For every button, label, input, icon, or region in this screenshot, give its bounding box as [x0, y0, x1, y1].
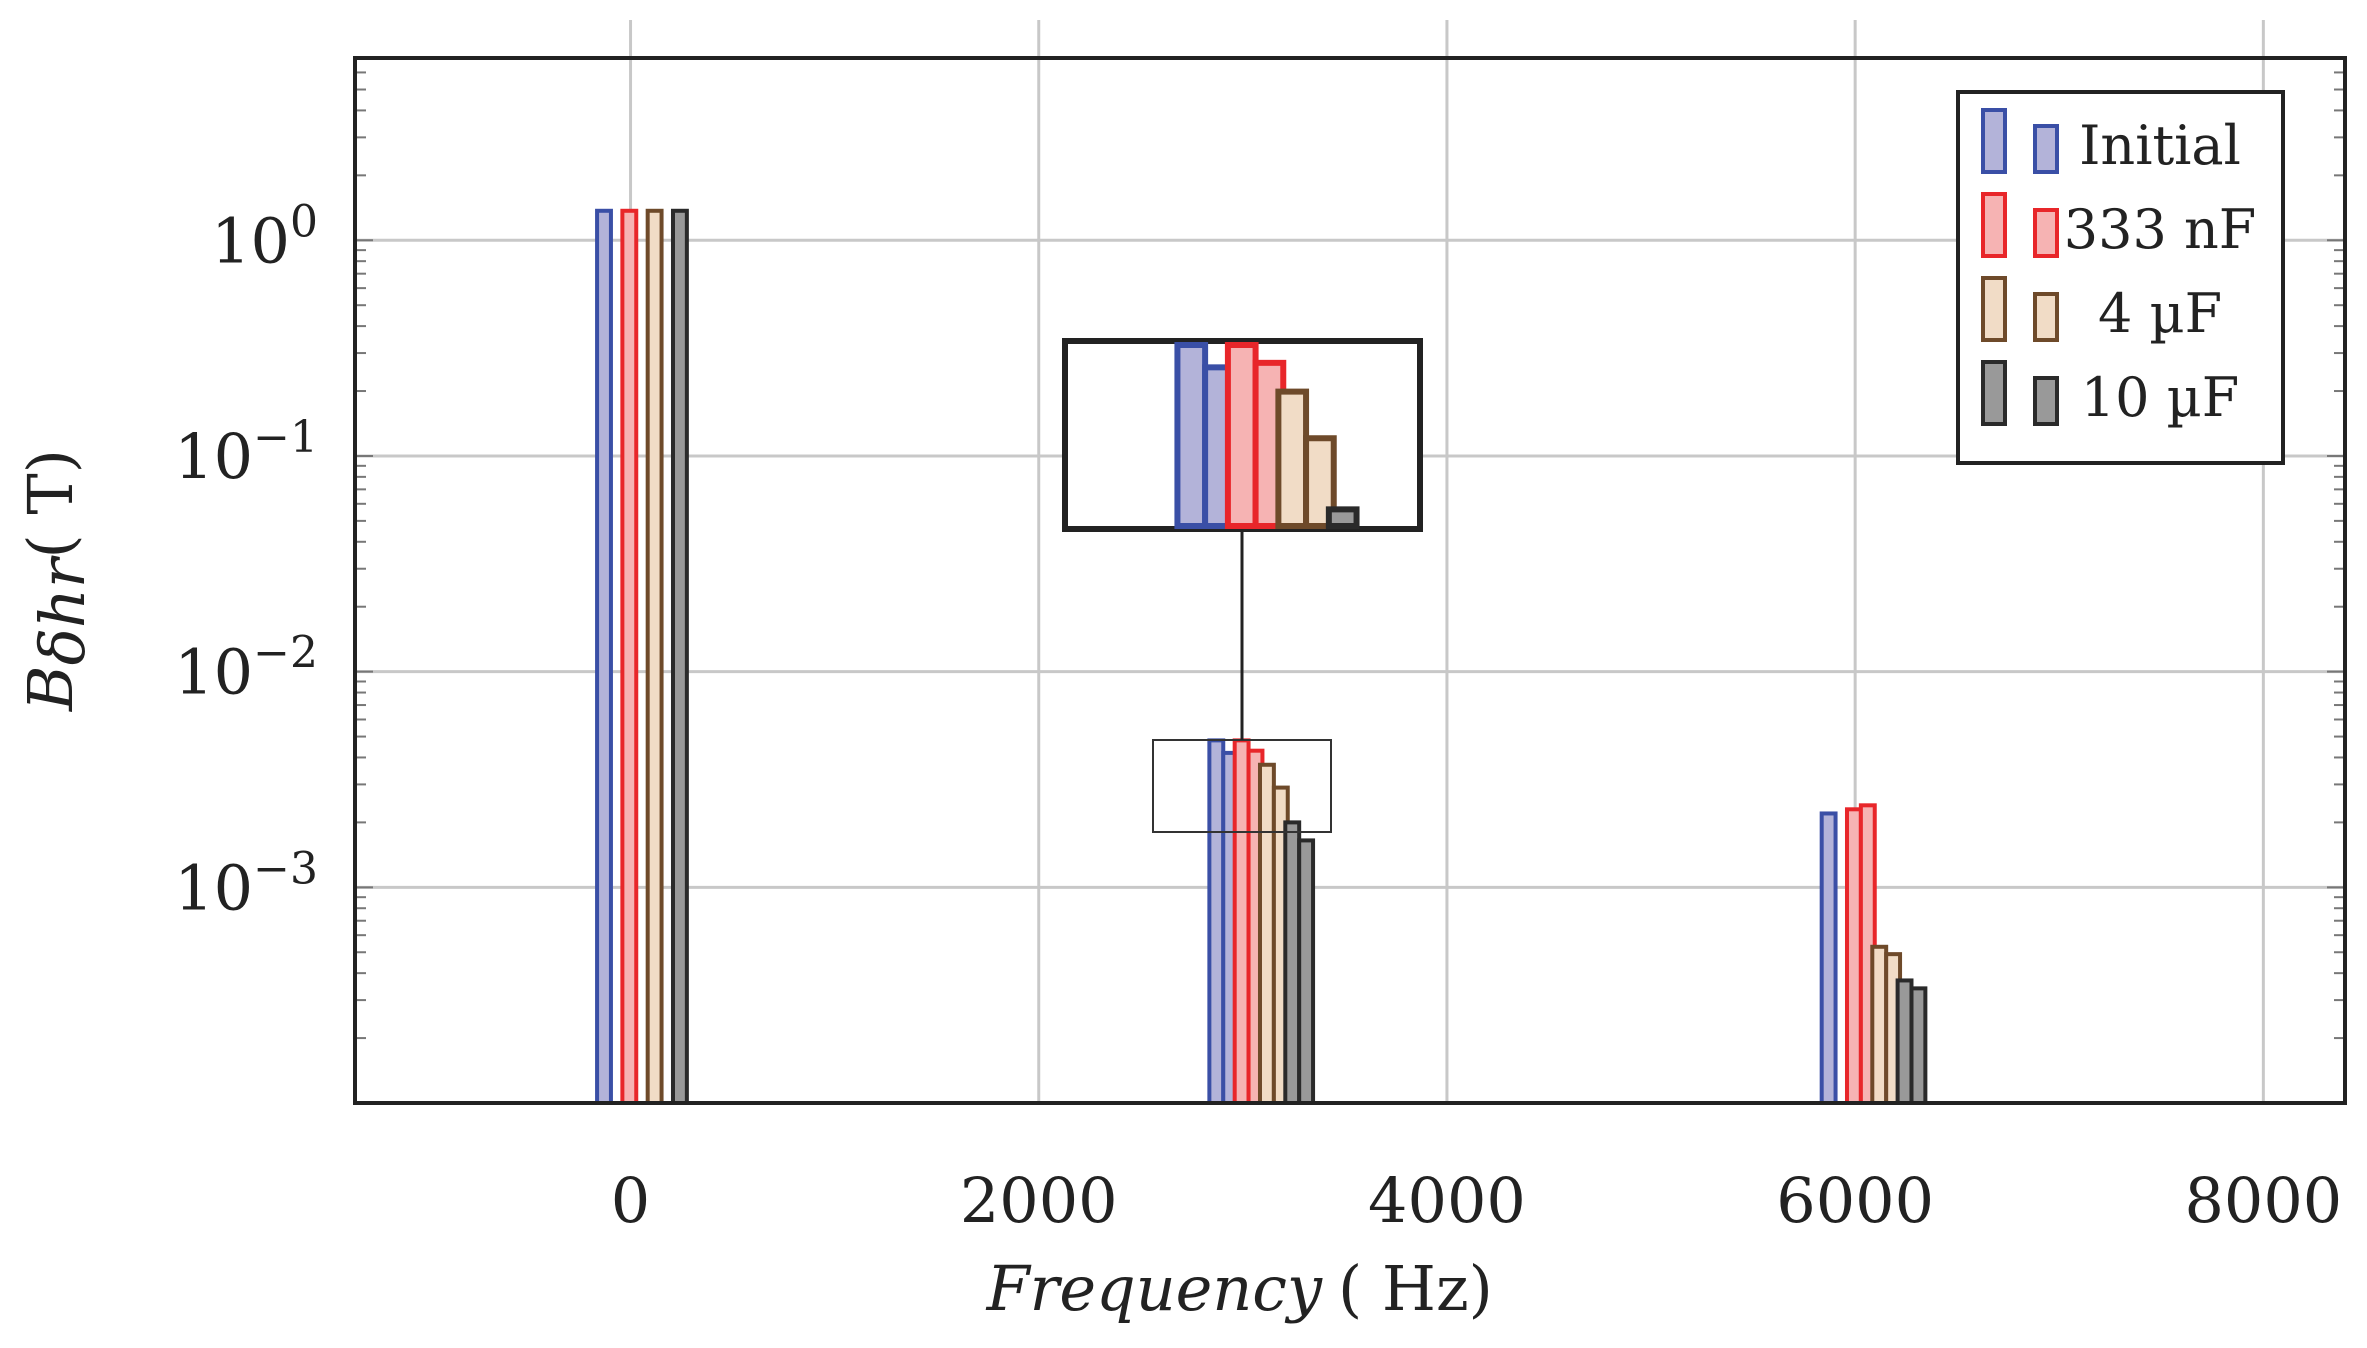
y-axis-label: Bδhr( T) — [14, 449, 99, 712]
bar-10-f — [1895, 978, 1914, 1105]
legend-swatch — [2033, 208, 2059, 258]
legend-swatch — [2033, 292, 2059, 342]
y-tick-labels: 100 10−1 10−2 10−3 — [174, 196, 318, 924]
legend-swatch — [2033, 124, 2059, 174]
bar-333-nf — [620, 208, 639, 1106]
x-tick-label: 0 — [611, 1164, 650, 1237]
legend-label: 333 nF — [2064, 198, 2256, 261]
bar-4-f — [1870, 944, 1889, 1105]
legend: Initial 333 nF 4 µF 10 µF — [1956, 90, 2285, 465]
bar-initial — [1819, 811, 1838, 1105]
y-tick-label: 10−3 — [174, 843, 318, 924]
y-tick-label: 10−2 — [174, 628, 318, 709]
zoom-inset-bars — [1174, 342, 1360, 530]
bar-10-f — [1909, 986, 1928, 1106]
inset-bar-initial — [1174, 342, 1209, 529]
x-tick-label: 4000 — [1368, 1164, 1526, 1237]
bar-4-f — [645, 208, 664, 1106]
y-axis-label-symbol: B — [14, 665, 87, 712]
bar-4-f — [1257, 762, 1276, 1106]
y-tick-label: 100 — [211, 196, 318, 277]
legend-swatch — [1981, 108, 2007, 174]
y-tick-label: 10−1 — [174, 412, 318, 493]
bar-333-nf — [1232, 738, 1251, 1105]
legend-label: 4 µF — [2098, 282, 2222, 345]
legend-swatch — [1981, 192, 2007, 258]
bar-initial — [595, 208, 613, 1106]
x-tick-label: 8000 — [2184, 1164, 2342, 1237]
legend-swatch — [1981, 276, 2007, 342]
bar-10-f — [1283, 820, 1302, 1105]
bar-10-f — [1297, 838, 1316, 1106]
bar-10-f — [670, 208, 689, 1106]
inset-bar-333-nf — [1224, 342, 1259, 529]
legend-label: 10 µF — [2081, 366, 2239, 429]
svg-text:Bδhr( T): Bδhr( T) — [14, 449, 99, 712]
inset-bar-4-f — [1275, 388, 1310, 530]
inset-bar-10-f — [1325, 506, 1360, 529]
x-tick-label: 6000 — [1776, 1164, 1934, 1237]
plot-frame — [353, 56, 2347, 1105]
y-axis-label-subscript: δhr — [26, 555, 99, 665]
bar-initial — [1207, 738, 1226, 1105]
legend-entries: Initial 333 nF 4 µF 10 µF — [1981, 108, 2256, 429]
legend-box — [1956, 90, 2285, 465]
y-axis-label-unit: ( T) — [14, 449, 87, 558]
legend-label: Initial — [2079, 114, 2241, 177]
bar-333-nf — [1844, 807, 1863, 1105]
x-axis-unit: ( Hz) — [1338, 1252, 1493, 1325]
zoom-inset — [1062, 338, 1423, 833]
legend-swatch — [2033, 376, 2059, 426]
legend-swatch — [1981, 360, 2007, 426]
x-axis-label: Frequency — [986, 1252, 1323, 1325]
x-tick-label: 2000 — [960, 1164, 1118, 1237]
x-tick-labels: 0 2000 4000 6000 8000 — [611, 1164, 2342, 1237]
